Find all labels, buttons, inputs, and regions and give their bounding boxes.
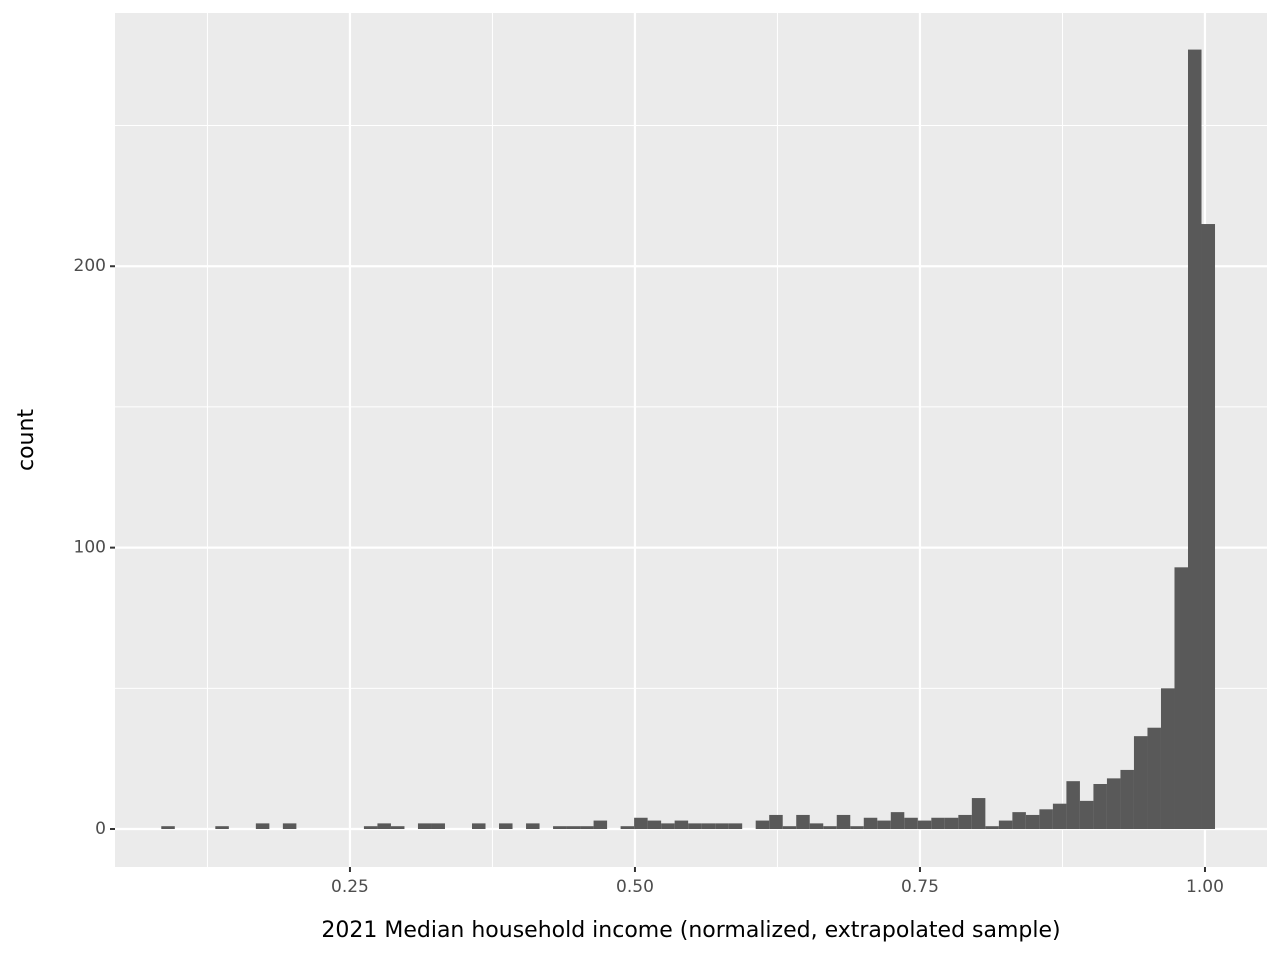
bar bbox=[917, 820, 932, 830]
bar bbox=[580, 826, 594, 830]
x-tick-label: 0.25 bbox=[331, 877, 369, 897]
x-axis-title: 2021 Median household income (normalized… bbox=[321, 918, 1060, 943]
bar bbox=[255, 823, 270, 830]
bar bbox=[850, 826, 864, 830]
bar bbox=[526, 823, 540, 830]
bar bbox=[1093, 783, 1107, 830]
bar bbox=[863, 817, 878, 830]
bar bbox=[499, 823, 513, 830]
bar bbox=[1201, 224, 1216, 830]
y-tick-label: 100 bbox=[74, 538, 106, 558]
x-tick-label: 1.00 bbox=[1186, 877, 1224, 897]
bar bbox=[1106, 778, 1121, 830]
bar bbox=[1187, 49, 1202, 830]
y-tick-label: 200 bbox=[74, 256, 106, 276]
bar bbox=[985, 826, 999, 830]
bar bbox=[1039, 809, 1053, 830]
bar bbox=[836, 814, 851, 830]
bar bbox=[755, 820, 770, 830]
bar bbox=[1120, 769, 1134, 830]
x-tick-label: 0.75 bbox=[901, 877, 939, 897]
bar bbox=[1025, 814, 1040, 830]
bar bbox=[363, 826, 378, 830]
bar bbox=[620, 826, 635, 830]
bar bbox=[647, 820, 662, 830]
bar bbox=[890, 812, 905, 830]
x-tick-label: 0.50 bbox=[616, 877, 654, 897]
bar bbox=[431, 823, 445, 830]
bar bbox=[944, 817, 959, 830]
bar bbox=[998, 820, 1013, 830]
bar bbox=[958, 814, 972, 830]
bar bbox=[1133, 736, 1148, 830]
bar bbox=[809, 823, 824, 830]
bar bbox=[417, 823, 432, 830]
bar bbox=[823, 826, 837, 830]
bar bbox=[674, 820, 689, 830]
bar bbox=[282, 823, 297, 830]
bar bbox=[688, 823, 702, 830]
bar bbox=[553, 826, 567, 830]
bar bbox=[566, 826, 581, 830]
bar bbox=[701, 823, 716, 830]
bar bbox=[377, 823, 391, 830]
bar bbox=[877, 820, 891, 830]
bar bbox=[971, 798, 986, 830]
bar bbox=[904, 817, 918, 830]
bar bbox=[161, 826, 175, 830]
panel bbox=[115, 13, 1267, 867]
bar bbox=[472, 823, 486, 830]
bar bbox=[634, 817, 648, 830]
bar bbox=[593, 820, 608, 830]
bar bbox=[1052, 803, 1067, 830]
bar bbox=[931, 817, 945, 830]
y-axis-title: count bbox=[14, 409, 39, 471]
bar bbox=[728, 823, 743, 830]
bar bbox=[1079, 800, 1094, 830]
y-tick-label: 0 bbox=[95, 819, 106, 839]
bar bbox=[769, 814, 783, 830]
bar bbox=[1066, 781, 1080, 830]
bar bbox=[215, 826, 229, 830]
bar bbox=[390, 826, 405, 830]
bar bbox=[715, 823, 729, 830]
bar bbox=[1174, 567, 1188, 830]
bar bbox=[661, 823, 675, 830]
bar bbox=[796, 814, 810, 830]
bar bbox=[1147, 727, 1161, 830]
bar bbox=[1012, 812, 1026, 830]
bar bbox=[1160, 688, 1175, 830]
bar bbox=[782, 826, 797, 830]
